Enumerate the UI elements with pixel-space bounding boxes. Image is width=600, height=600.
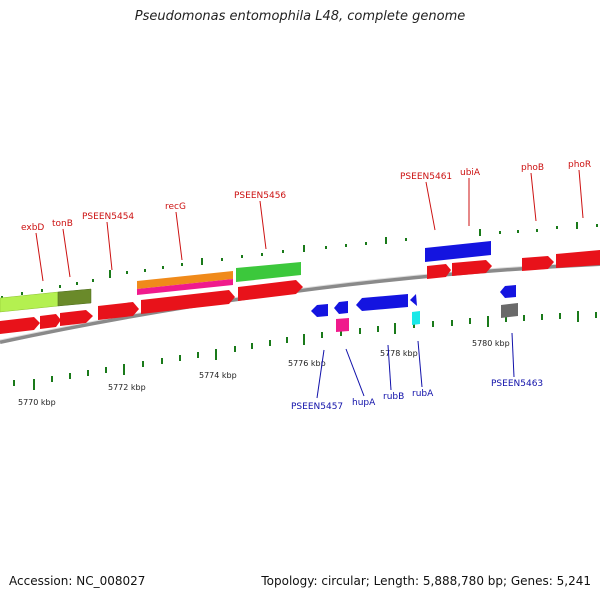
gene-blue[interactable] [356, 294, 408, 311]
gene-label[interactable]: PSEEN5454 [82, 212, 134, 222]
gene-label[interactable]: PSEEN5457 [291, 402, 343, 412]
gene-red[interactable] [238, 280, 303, 301]
gene-blue[interactable] [311, 304, 328, 317]
reverse-leader-lines [316, 332, 515, 399]
leader-line [425, 181, 436, 231]
leader-line [530, 172, 537, 222]
gene-lime[interactable] [0, 291, 59, 313]
leader-line [387, 344, 392, 391]
backbone-line [0, 262, 600, 344]
gene-red[interactable] [427, 264, 451, 279]
gene-label[interactable]: PSEEN5456 [234, 191, 286, 201]
kbp-label: 5776 kbp [288, 359, 326, 368]
kbp-labels: 5770 kbp 5772 kbp 5774 kbp 5776 kbp 5778… [18, 339, 510, 407]
kbp-label: 5774 kbp [199, 371, 237, 380]
gene-label[interactable]: hupA [352, 398, 376, 408]
gene-gray[interactable] [501, 303, 518, 318]
gene-label[interactable]: exbD [21, 223, 44, 233]
gene-label[interactable]: tonB [52, 219, 73, 229]
gene-green[interactable] [236, 262, 301, 282]
gene-red[interactable] [141, 290, 235, 314]
forward-gene-labels: exbD tonB PSEEN5454 recG PSEEN5456 PSEEN… [21, 160, 591, 233]
gene-red[interactable] [556, 250, 600, 268]
leader-line [106, 221, 113, 271]
gene-label[interactable]: phoR [568, 160, 591, 170]
gene-pink[interactable] [137, 279, 233, 295]
reverse-gene-labels: PSEEN5457 hupA rubB rubA PSEEN5463 [291, 379, 543, 412]
leader-line [316, 349, 325, 399]
gene-label[interactable]: PSEEN5463 [491, 379, 543, 389]
leader-line [511, 332, 515, 378]
gene-label[interactable]: ubiA [460, 168, 481, 178]
leader-line [259, 200, 267, 250]
accession-text: Accession: NC_008027 [9, 574, 146, 588]
leader-line [62, 228, 71, 278]
genome-title: Pseudomonas entomophila L48, complete ge… [134, 9, 466, 24]
lower-tick-row [13, 311, 597, 390]
gene-olive[interactable] [57, 288, 92, 307]
leader-line [175, 211, 183, 261]
gene-cyan[interactable] [412, 311, 420, 325]
gene-label[interactable]: PSEEN5461 [400, 172, 452, 182]
gene-label[interactable]: rubA [412, 389, 434, 399]
gene-red[interactable] [452, 260, 492, 276]
gene-red[interactable] [522, 256, 554, 271]
kbp-label: 5770 kbp [18, 398, 56, 407]
gene-label[interactable]: rubB [383, 392, 404, 402]
genome-summary-text: Topology: circular; Length: 5,888,780 bp… [261, 574, 591, 588]
leader-line [345, 348, 365, 397]
gene-orange[interactable] [137, 271, 233, 289]
gene-red[interactable] [0, 317, 40, 334]
leader-line [35, 232, 44, 282]
kbp-label: 5780 kbp [472, 339, 510, 348]
gene-label[interactable]: recG [165, 202, 186, 212]
leader-line [578, 169, 584, 219]
kbp-label: 5772 kbp [108, 383, 146, 392]
gene-blue[interactable] [425, 241, 491, 262]
leader-line [417, 340, 423, 388]
gene-blue[interactable] [500, 285, 516, 298]
kbp-label: 5778 kbp [380, 349, 418, 358]
gene-red[interactable] [40, 314, 61, 329]
gene-blue[interactable] [410, 294, 417, 306]
gene-blue[interactable] [334, 301, 348, 314]
gene-red[interactable] [60, 310, 93, 326]
forward-genes [0, 241, 600, 334]
gene-red[interactable] [98, 302, 139, 320]
gene-label[interactable]: phoB [521, 163, 544, 173]
reverse-genes [311, 285, 518, 332]
forward-leader-lines [35, 169, 584, 282]
upper-tick-row [1, 222, 598, 299]
gene-pink[interactable] [336, 318, 349, 332]
